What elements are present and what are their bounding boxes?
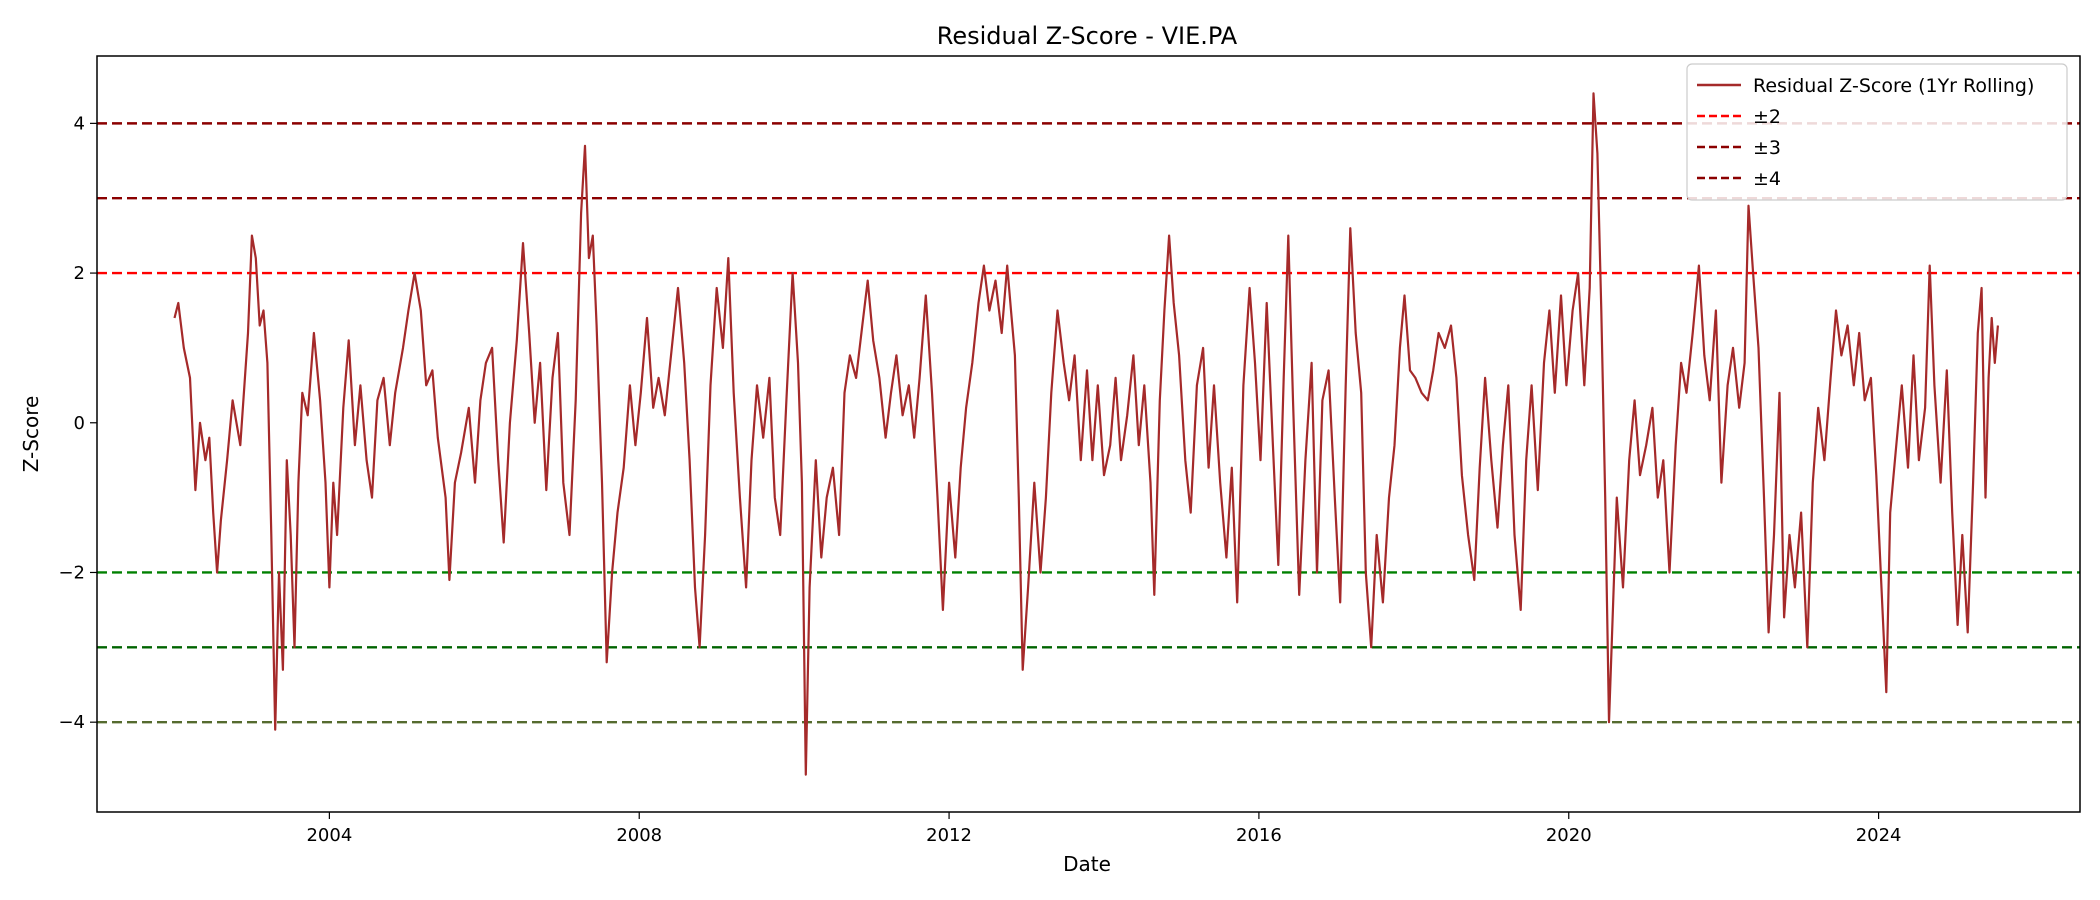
- legend-label: ±3: [1753, 137, 1781, 159]
- x-tick-label: 2012: [926, 825, 972, 846]
- x-tick-label: 2020: [1546, 825, 1592, 846]
- legend-label: ±2: [1753, 106, 1781, 128]
- x-axis-title: Date: [1063, 852, 1111, 876]
- x-tick-label: 2004: [306, 825, 352, 846]
- legend-label: ±4: [1753, 168, 1781, 190]
- x-tick-label: 2008: [616, 825, 662, 846]
- legend: Residual Z-Score (1Yr Rolling) ±2 ±3 ±4: [1686, 63, 2068, 201]
- x-tick-label: 2016: [1236, 825, 1282, 846]
- legend-label: Residual Z-Score (1Yr Rolling): [1753, 75, 2034, 97]
- series-line: [173, 92, 1999, 776]
- y-tick-label: −2: [58, 562, 85, 583]
- y-tick-label: 4: [74, 113, 85, 134]
- plot-area-frame: [96, 55, 2081, 813]
- y-axis: 4 2 0 −2 −4: [58, 113, 97, 733]
- x-axis: 2004 2008 2012 2016 2020 2024: [306, 812, 1902, 846]
- legend-box: [1686, 63, 2068, 201]
- series-layer: [173, 92, 1999, 776]
- reference-lines: [97, 122, 2080, 724]
- chart-title: Residual Z-Score - VIE.PA: [937, 22, 1238, 50]
- y-tick-label: −4: [58, 712, 85, 733]
- y-axis-title: Z-Score: [19, 396, 43, 473]
- y-tick-label: 0: [74, 413, 85, 434]
- y-tick-label: 2: [74, 263, 85, 284]
- x-tick-label: 2024: [1856, 825, 1902, 846]
